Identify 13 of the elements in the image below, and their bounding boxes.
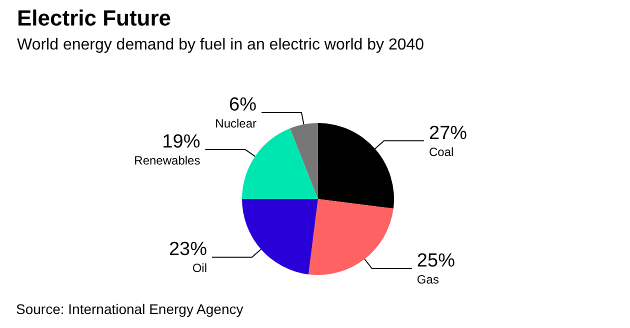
slice-label: Renewables	[134, 154, 200, 168]
data-label: 19%	[162, 132, 200, 153]
data-label: 27%	[429, 122, 468, 144]
slice-label: Nuclear	[215, 116, 257, 131]
slice-label: Oil	[192, 261, 207, 276]
data-label: 25%	[416, 250, 456, 272]
slice-label: Coal	[429, 144, 454, 159]
data-label: 6%	[229, 94, 257, 116]
chart-title: Electric Future	[17, 6, 172, 30]
chart-subtitle: World energy demand by fuel in an electric world by 2040	[17, 36, 424, 54]
data-label: 23%	[168, 239, 208, 260]
source-note: Source: International Energy Agency	[16, 301, 244, 317]
slice-label: Gas	[416, 272, 439, 287]
